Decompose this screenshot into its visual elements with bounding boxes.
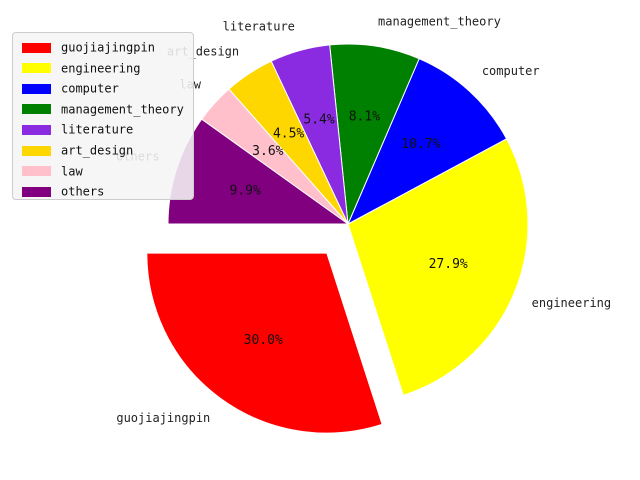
legend-swatch bbox=[22, 104, 51, 115]
percent-label-law: 3.6% bbox=[252, 144, 283, 159]
legend-label: art_design bbox=[61, 143, 134, 158]
legend: guojiajingpin engineering computer manageme… bbox=[12, 32, 194, 200]
percent-label-management-theory: 8.1% bbox=[349, 110, 380, 125]
legend-swatch bbox=[22, 186, 51, 197]
legend-item-literature: literature bbox=[22, 119, 133, 139]
pie-slice-guojiajingpin bbox=[146, 252, 383, 434]
slice-label-guojiajingpin: guojiajingpin bbox=[116, 411, 210, 425]
legend-swatch bbox=[22, 145, 51, 156]
slice-label-literature: literature bbox=[223, 19, 295, 33]
pie-slice-management-theory bbox=[329, 43, 420, 226]
percent-labels: 30.0% 27.9% 10.7% 8.1% 5.4%4.5% 3.6% 9.9% bbox=[230, 110, 468, 348]
legend-swatch bbox=[22, 63, 51, 74]
legend-item-management-theory: management_theory bbox=[22, 99, 184, 119]
pie-slices bbox=[146, 43, 529, 434]
pie-slice-computer bbox=[346, 58, 508, 226]
percent-label-literature: 5.4% bbox=[303, 112, 334, 127]
percent-label-art-design: 4.5% bbox=[273, 126, 304, 141]
legend-item-engineering: engineering bbox=[22, 58, 140, 78]
percent-label-guojiajingpin: 30.0% bbox=[244, 333, 283, 348]
legend-swatch bbox=[22, 83, 51, 94]
legend-label: law bbox=[61, 164, 83, 179]
legend-item-law: law bbox=[22, 161, 83, 181]
slice-label-management-theory: management_theory bbox=[378, 14, 501, 28]
legend-swatch bbox=[22, 166, 51, 177]
legend-label: management_theory bbox=[61, 102, 184, 117]
percent-label-engineering: 27.9% bbox=[429, 257, 468, 272]
legend-label: literature bbox=[61, 122, 134, 137]
legend-swatch bbox=[22, 124, 51, 135]
legend-item-guojiajingpin: guojiajingpin bbox=[22, 37, 155, 57]
legend-label: engineering bbox=[61, 61, 141, 76]
legend-item-others: others bbox=[22, 181, 104, 201]
legend-swatch bbox=[22, 42, 51, 53]
legend-label: computer bbox=[61, 81, 119, 96]
percent-label-computer: 10.7% bbox=[401, 137, 440, 152]
legend-label: guojiajingpin bbox=[61, 40, 155, 55]
slice-label-engineering: engineering bbox=[532, 296, 611, 310]
pie-slice-engineering bbox=[347, 138, 529, 396]
legend-label: others bbox=[61, 184, 105, 199]
slice-label-computer: computer bbox=[482, 64, 540, 78]
percent-label-others: 9.9% bbox=[230, 183, 261, 198]
legend-item-art-design: art_design bbox=[22, 140, 133, 160]
legend-item-computer: computer bbox=[22, 78, 119, 98]
